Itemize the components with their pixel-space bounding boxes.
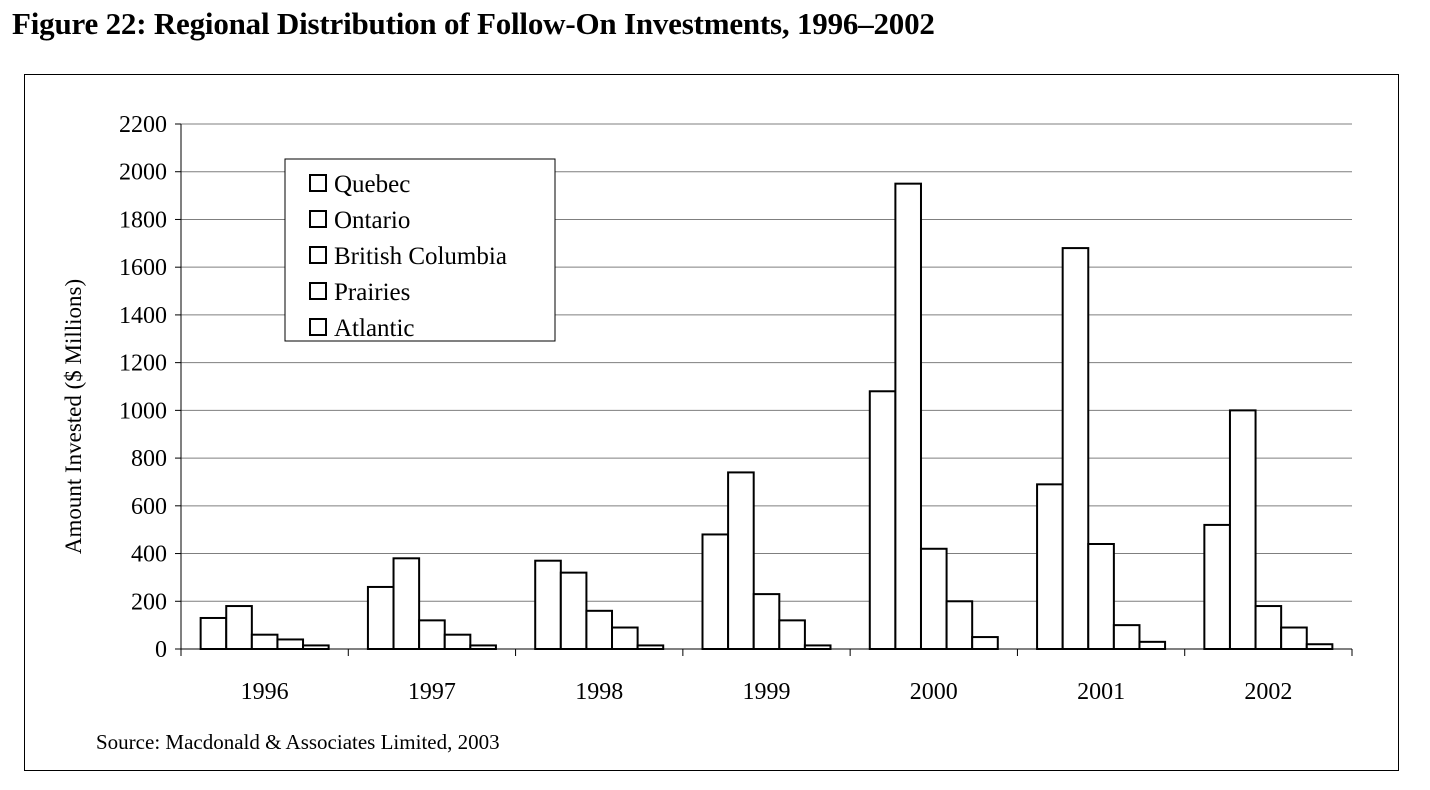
tick-labels: 0 200 400 600 800 1000 1200 1400 1600 1800 2000 220…: [119, 112, 1292, 705]
bar-atlantic-2001: [1138, 640, 1167, 650]
y-tick-label: 400: [131, 542, 167, 568]
bar-quebec-1999: [701, 533, 730, 651]
x-tick-label: 1997: [408, 679, 456, 705]
bar-ontario-1999: [727, 471, 755, 650]
bar-prairies-1997: [443, 633, 472, 651]
chart-frame: 0 200 400 600 800 1000 1200 1400 1600 1800 2000 220…: [24, 74, 1399, 771]
legend-swatch: [309, 210, 327, 228]
bar-prairies-1999: [778, 619, 806, 651]
legend-swatch: [309, 174, 327, 192]
x-tick-label: 2000: [910, 679, 958, 705]
bar-ontario-1998: [559, 571, 588, 650]
y-axis-label: Amount Invested ($ Millions): [61, 279, 86, 554]
bar-british-columbia-2000: [919, 547, 948, 651]
x-tick-label: 2002: [1244, 679, 1292, 705]
bar-british-columbia-2001: [1087, 543, 1115, 650]
y-tick-label: 1200: [119, 351, 167, 377]
bar-prairies-1996: [276, 638, 305, 650]
bar-quebec-1998: [534, 559, 562, 651]
bar-quebec-2000: [868, 390, 897, 650]
y-tick-label: 1000: [119, 398, 167, 424]
bar-ontario-1996: [225, 605, 253, 651]
y-tick-label: 2000: [119, 160, 167, 186]
bar-british-columbia-1998: [585, 609, 614, 650]
y-tick-label: 1400: [119, 303, 167, 329]
bar-quebec-2001: [1036, 483, 1064, 650]
bar-atlantic-2002: [1305, 643, 1334, 651]
legend: Quebec Ontario British Columbia Prairies Atl…: [284, 158, 556, 342]
x-tick-label: 1996: [241, 679, 289, 705]
legend-swatch: [309, 246, 327, 264]
legend-box: [284, 158, 556, 342]
bar-prairies-2000: [945, 600, 974, 650]
bar-quebec-1996: [199, 616, 228, 651]
bar-prairies-1998: [611, 626, 639, 650]
bar-prairies-2001: [1112, 624, 1141, 650]
legend-swatch: [309, 318, 327, 336]
bar-british-columbia-1999: [752, 593, 781, 651]
legend-label: Quebec: [334, 171, 410, 198]
bar-ontario-1997: [392, 557, 421, 650]
bar-atlantic-1998: [636, 644, 665, 651]
x-tick-label: 2001: [1077, 679, 1125, 705]
bars: [199, 182, 1334, 651]
bar-atlantic-1997: [469, 644, 497, 651]
bar-quebec-1997: [366, 585, 395, 651]
bar-ontario-2000: [894, 182, 922, 650]
bar-british-columbia-1997: [418, 619, 446, 651]
bar-chart: 0 200 400 600 800 1000 1200 1400 1600 1800 2000 220…: [61, 112, 1353, 705]
bar-british-columbia-2002: [1254, 605, 1283, 651]
bar-ontario-2001: [1061, 247, 1090, 650]
legend-label: British Columbia: [334, 243, 507, 270]
bar-atlantic-2000: [971, 636, 999, 650]
y-tick-label: 2200: [119, 112, 167, 138]
figure-title: Figure 22: Regional Distribution of Foll…: [12, 6, 935, 41]
x-tick-label: 1999: [743, 679, 791, 705]
bar-ontario-2002: [1228, 409, 1257, 651]
bar-quebec-2002: [1203, 523, 1231, 650]
y-tick-label: 200: [131, 589, 167, 615]
legend-swatch: [309, 282, 327, 300]
bar-atlantic-1996: [302, 644, 330, 651]
bar-atlantic-1999: [803, 644, 832, 651]
legend-label: Prairies: [334, 279, 410, 306]
y-tick-label: 0: [155, 637, 167, 663]
y-tick-label: 800: [131, 446, 167, 472]
legend-label: Atlantic: [334, 315, 415, 342]
bar-prairies-2002: [1280, 626, 1308, 650]
bar-british-columbia-1996: [250, 633, 279, 651]
x-tick-label: 1998: [575, 679, 623, 705]
y-tick-label: 600: [131, 494, 167, 520]
legend-label: Ontario: [334, 207, 410, 234]
y-tick-label: 1600: [119, 255, 167, 281]
y-tick-label: 1800: [119, 207, 167, 233]
source-note: Source: Macdonald & Associates Limited, …: [96, 730, 500, 754]
